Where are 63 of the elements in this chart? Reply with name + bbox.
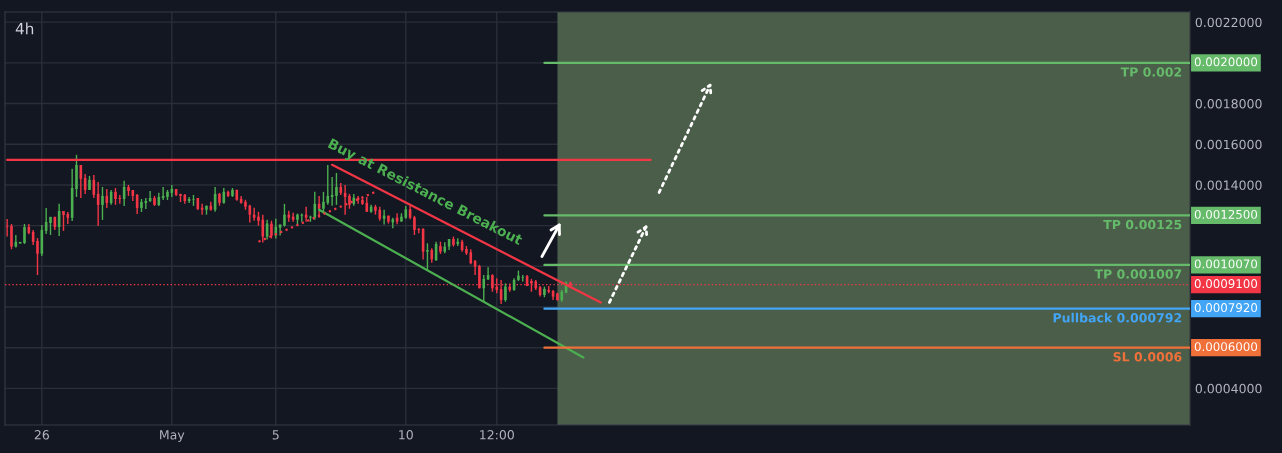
candlestick [439,240,442,255]
candlestick [127,184,130,197]
candlestick [374,204,377,216]
candlestick [296,212,299,227]
y-tick-label: 0.0014000 [1195,180,1262,190]
candlestick [5,218,9,238]
candlestick [452,235,455,248]
annotation: 0.0020000 [1194,57,1258,67]
candlestick [114,187,117,206]
x-tick-label: 26 [34,430,49,440]
candlestick [504,282,507,303]
candlestick [88,175,91,191]
ref-line-label: 0.0009100 [1194,279,1258,289]
x-tick-label: 10 [399,430,413,440]
annotation: 0.0012500 [1194,209,1258,219]
series-label: TP 0.002 [1120,67,1182,77]
candlestick [326,164,330,206]
y-tick-label: 0.0016000 [1195,139,1262,150]
series-label: SL 0.0006 [1113,352,1182,362]
candlestick [426,242,429,271]
candlestick [413,215,416,236]
candlestick [49,216,52,236]
series-label: Pullback 0.000792 [1053,312,1182,323]
annotation: 0.0007920 [1194,303,1258,313]
candlestick [556,292,559,302]
candlestick [10,223,13,250]
y-tick-label: 0.0018000 [1195,99,1262,109]
candlestick [166,189,169,201]
candlestick [283,203,286,228]
candlestick [192,194,195,207]
candlestick [23,223,26,245]
candlestick [274,218,278,240]
candlestick [270,220,273,240]
candlestick [517,269,520,282]
candlestick [36,237,39,276]
candlestick [543,285,546,298]
candlestick [140,198,143,213]
candlestick [218,192,221,207]
candlestick [153,195,156,207]
candlestick [387,214,390,225]
y-tick-label: 0.0022000 [1195,17,1262,28]
candlestick [231,187,234,198]
candlestick [62,210,65,232]
candlestick [179,193,182,203]
candlestick [309,214,312,223]
series-label: TP 0.001007 [1094,269,1182,279]
x-tick-label: May [160,430,185,442]
annotation: 0.0006000 [1194,342,1258,352]
text: 4h [15,22,34,35]
candlestick [101,186,104,221]
candlestick [313,191,317,221]
candlestick [400,212,403,223]
series-label: TP 0.00125 [1103,219,1182,230]
y-tick-label: 0.0004000 [1195,383,1262,394]
x-tick-label: 12:00 [480,430,514,440]
annotation: 0.0010070 [1194,259,1258,269]
candlestick [75,154,78,198]
candlestick [348,193,351,210]
candlestick [244,199,247,211]
x-tick-label: 5 [272,430,279,440]
candlestick [335,172,338,206]
candlestick [482,274,486,303]
candlestick [205,204,208,216]
